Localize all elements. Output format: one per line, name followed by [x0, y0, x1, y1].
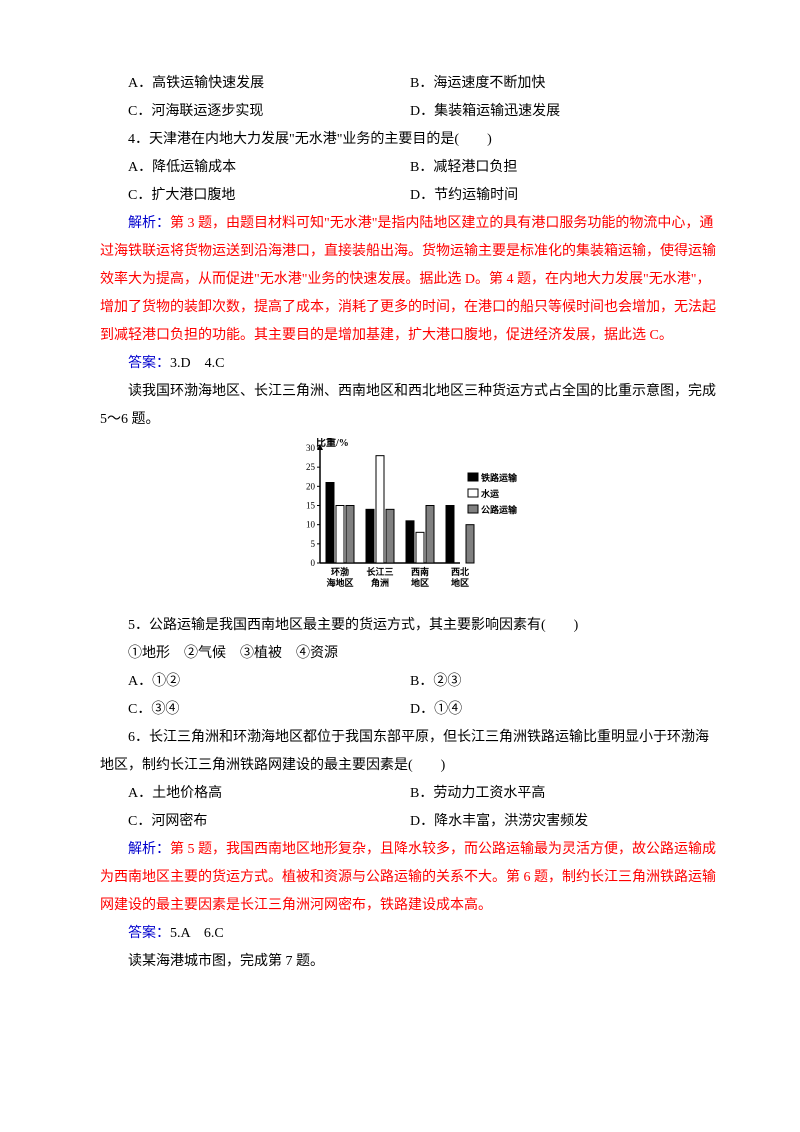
q5-opt-c: C．③④	[100, 696, 410, 724]
svg-text:西南: 西南	[411, 566, 429, 577]
q4-options-row2: C．扩大港口腹地 D．节约运输时间	[100, 182, 720, 210]
q3-opt-c: C．河海联运逐步实现	[100, 98, 410, 126]
q5-options-row1: A．①② B．②③	[100, 668, 720, 696]
q5-opt-a: A．①②	[100, 668, 410, 696]
svg-text:铁路运输: 铁路运输	[481, 472, 518, 483]
svg-text:水运: 水运	[481, 488, 500, 499]
svg-text:25: 25	[306, 462, 316, 472]
svg-text:0: 0	[311, 558, 316, 568]
passage-5-6: 读我国环渤海地区、长江三角洲、西南地区和西北地区三种货运方式占全国的比重示意图，…	[100, 378, 720, 434]
analysis-body: 第 3 题，由题目材料可知"无水港"是指内陆地区建立的具有港口服务功能的物流中心…	[100, 216, 716, 343]
svg-text:30: 30	[306, 443, 316, 453]
q4-options-row1: A．降低运输成本 B．减轻港口负担	[100, 154, 720, 182]
answer-body: 3.D 4.C	[170, 356, 224, 371]
q3-options-row1: A．高铁运输快速发展 B．海运速度不断加快	[100, 70, 720, 98]
analysis-label: 解析：	[128, 842, 170, 857]
analysis-label: 解析：	[128, 216, 170, 231]
passage-7: 读某海港城市图，完成第 7 题。	[100, 948, 720, 976]
bar-chart: 比重/%302520151050环渤海地区长江三角洲西南地区西北地区铁路运输水运…	[280, 438, 540, 608]
svg-text:公路运输: 公路运输	[481, 504, 518, 515]
svg-text:20: 20	[306, 481, 316, 491]
answer-body: 5.A 6.C	[170, 926, 224, 941]
answer-3-4: 答案：3.D 4.C	[100, 350, 720, 378]
analysis-3-4: 解析：第 3 题，由题目材料可知"无水港"是指内陆地区建立的具有港口服务功能的物…	[100, 210, 720, 350]
q3-opt-b: B．海运速度不断加快	[410, 70, 720, 98]
q4-opt-a: A．降低运输成本	[100, 154, 410, 182]
q4-opt-d: D．节约运输时间	[410, 182, 720, 210]
svg-text:地区: 地区	[411, 577, 429, 588]
svg-text:10: 10	[306, 520, 316, 530]
q6-opt-c: C．河网密布	[100, 808, 410, 836]
q3-opt-a: A．高铁运输快速发展	[100, 70, 410, 98]
analysis-5-6: 解析：第 5 题，我国西南地区地形复杂，且降水较多，而公路运输最为灵活方便，故公…	[100, 836, 720, 920]
svg-text:角洲: 角洲	[371, 577, 389, 588]
q6-opt-b: B．劳动力工资水平高	[410, 780, 720, 808]
svg-text:5: 5	[311, 539, 316, 549]
q4-opt-c: C．扩大港口腹地	[100, 182, 410, 210]
q5-options-row2: C．③④ D．①④	[100, 696, 720, 724]
q5-opt-d: D．①④	[410, 696, 720, 724]
answer-label: 答案：	[128, 926, 170, 941]
q5-opt-b: B．②③	[410, 668, 720, 696]
svg-text:地区: 地区	[451, 577, 469, 588]
answer-5-6: 答案：5.A 6.C	[100, 920, 720, 948]
chart-figure: 比重/%302520151050环渤海地区长江三角洲西南地区西北地区铁路运输水运…	[100, 438, 720, 608]
svg-text:海地区: 海地区	[326, 577, 353, 588]
q3-opt-d: D．集装箱运输迅速发展	[410, 98, 720, 126]
svg-text:西北: 西北	[451, 566, 469, 577]
svg-text:环渤: 环渤	[331, 566, 349, 577]
analysis-body: 第 5 题，我国西南地区地形复杂，且降水较多，而公路运输最为灵活方便，故公路运输…	[100, 842, 716, 913]
q6-options-row1: A．土地价格高 B．劳动力工资水平高	[100, 780, 720, 808]
q5-stem: 5．公路运输是我国西南地区最主要的货运方式，其主要影响因素有( )	[100, 612, 720, 640]
q6-options-row2: C．河网密布 D．降水丰富，洪涝灾害频发	[100, 808, 720, 836]
q4-stem: 4．天津港在内地大力发展"无水港"业务的主要目的是( )	[100, 126, 720, 154]
answer-label: 答案：	[128, 356, 170, 371]
q6-opt-a: A．土地价格高	[100, 780, 410, 808]
q4-opt-b: B．减轻港口负担	[410, 154, 720, 182]
q5-sub: ①地形 ②气候 ③植被 ④资源	[100, 640, 720, 668]
svg-text:长江三: 长江三	[366, 566, 393, 577]
q6-stem: 6．长江三角洲和环渤海地区都位于我国东部平原，但长江三角洲铁路运输比重明显小于环…	[100, 724, 720, 780]
q6-opt-d: D．降水丰富，洪涝灾害频发	[410, 808, 720, 836]
svg-text:15: 15	[306, 501, 316, 511]
q3-options-row2: C．河海联运逐步实现 D．集装箱运输迅速发展	[100, 98, 720, 126]
